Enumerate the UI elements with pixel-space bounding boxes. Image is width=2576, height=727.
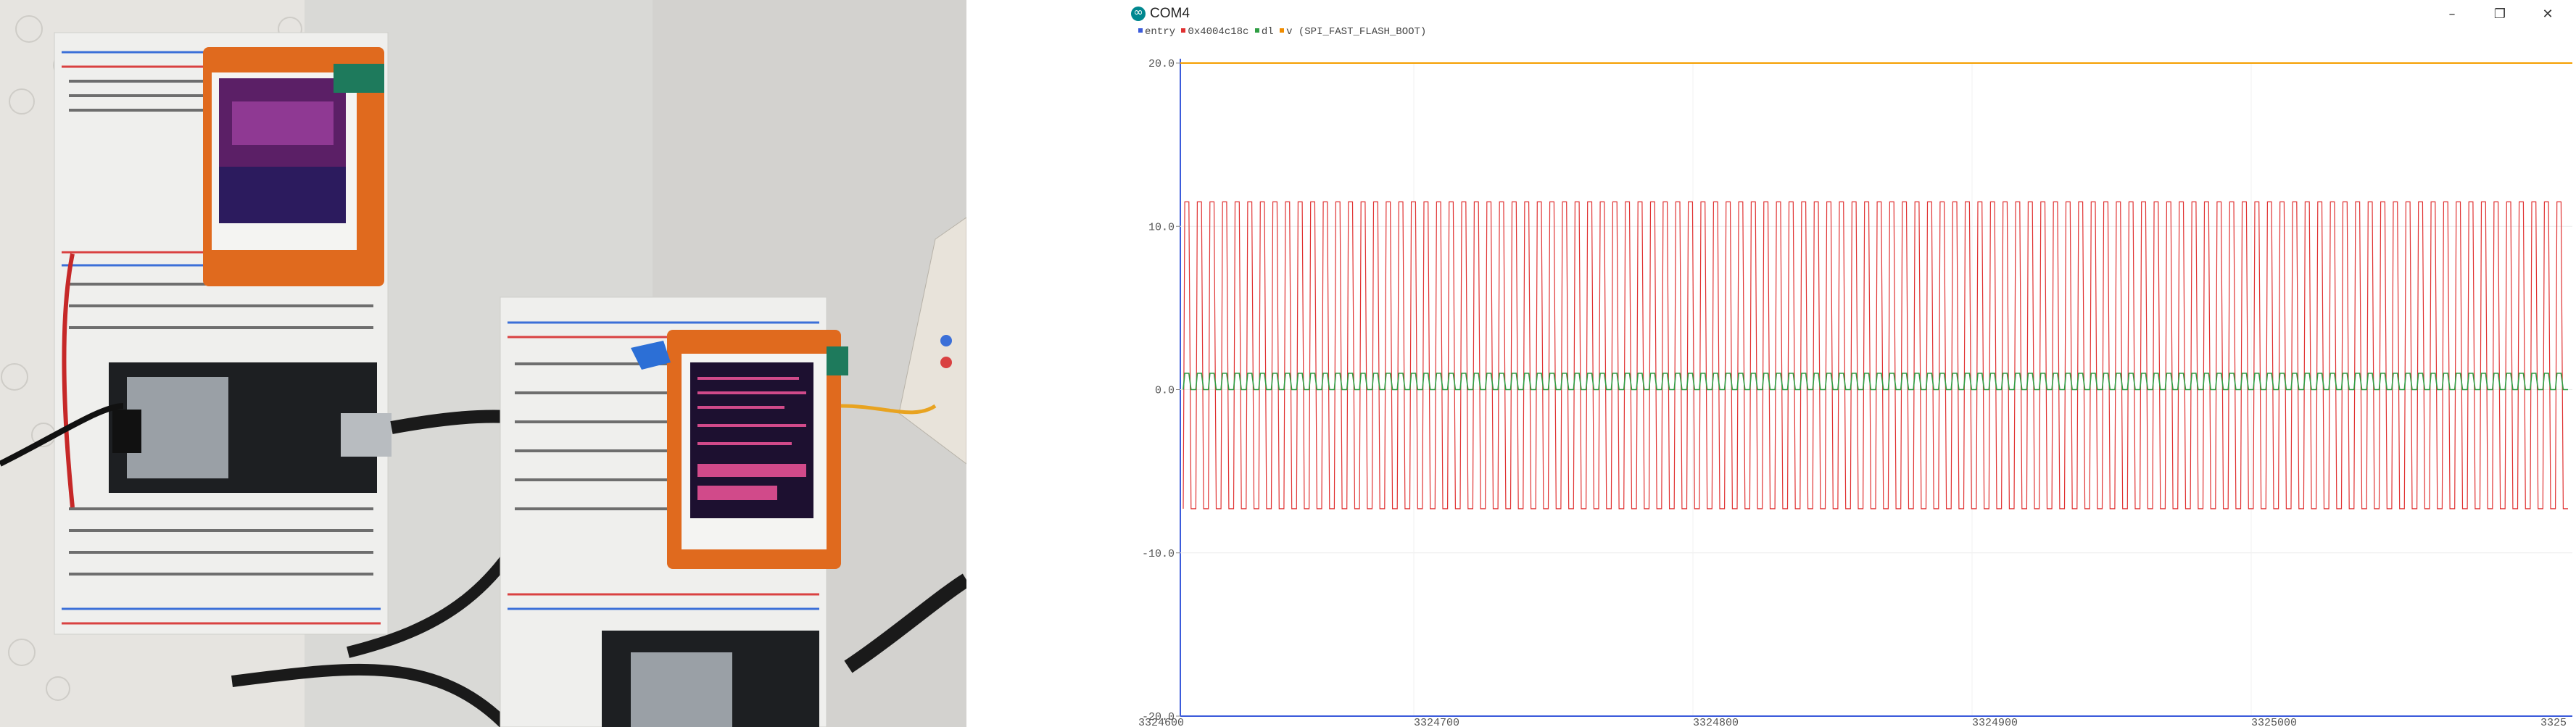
hardware-photo (0, 0, 966, 727)
window-title: COM4 (1150, 6, 1190, 21)
legend-swatch (1181, 28, 1186, 33)
y-tick-label: 20.0 (1148, 58, 1175, 70)
legend-swatch (1254, 28, 1259, 33)
legend-item[interactable]: (SPI_FAST_FLASH_BOOT) (1299, 26, 1426, 38)
x-tick-label: 3324600 (1138, 717, 1184, 727)
arduino-logo-icon (1131, 5, 1146, 21)
legend-label: dl (1261, 26, 1274, 38)
legend-item[interactable]: dl (1254, 26, 1274, 38)
title-bar: COM4 – ❐ ✕ (1124, 0, 2576, 29)
series-legend: entry 0x4004c18c dl v (SPI_FAST_FLASH_BO… (1138, 26, 1426, 41)
x-tick-label: 3324900 (1972, 717, 2018, 727)
legend-label: v (1286, 26, 1293, 38)
legend-item[interactable]: 0x4004c18c (1181, 26, 1248, 38)
series-line-square-wave (1183, 373, 2568, 391)
y-tick-label: 10.0 (1148, 221, 1175, 233)
legend-label: entry (1145, 26, 1176, 38)
legend-swatch (1138, 28, 1143, 33)
close-icon[interactable]: ✕ (2542, 7, 2554, 22)
x-tick-label: 3325 (2540, 717, 2567, 727)
y-tick-label: -10.0 (1142, 548, 1175, 560)
minimize-icon[interactable]: – (2448, 7, 2456, 22)
legend-swatch (1280, 28, 1285, 33)
legend-item[interactable]: entry (1138, 26, 1175, 38)
legend-label: (SPI_FAST_FLASH_BOOT) (1298, 26, 1427, 38)
legend-item[interactable]: v (1280, 26, 1292, 38)
x-tick-label: 3324800 (1693, 717, 1739, 727)
y-tick-label: 0.0 (1155, 385, 1175, 397)
serial-plotter-window: COM4 – ❐ ✕ entry 0x4004c18c dl v (SPI_FA… (1124, 0, 2576, 727)
restore-icon[interactable]: ❐ (2493, 7, 2506, 22)
series-line-square-wave (1183, 201, 2568, 510)
legend-label: 0x4004c18c (1188, 26, 1249, 38)
y-tick-label: -20.0 (1142, 711, 1175, 723)
x-tick-label: 3325000 (2251, 717, 2297, 727)
x-tick-label: 3324700 (1414, 717, 1459, 727)
